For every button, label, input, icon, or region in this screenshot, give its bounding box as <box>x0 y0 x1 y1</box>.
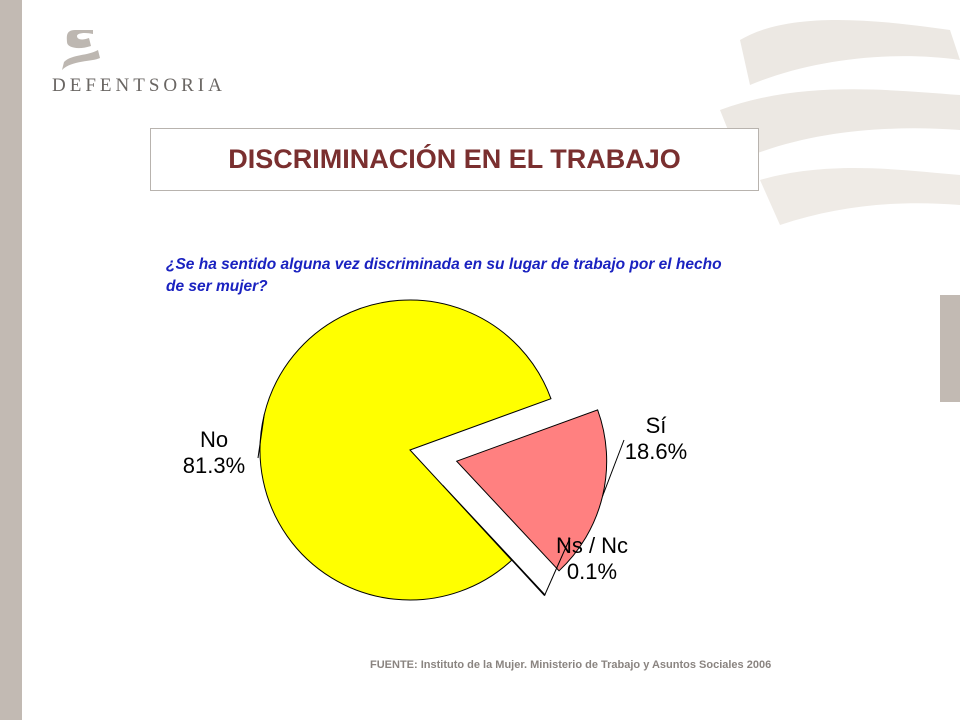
slice-value-no: 81.3% <box>183 453 245 478</box>
slice-label-no: No <box>200 427 228 452</box>
slice-label-ns-nc: Ns / Nc <box>556 533 628 558</box>
leader-line-si <box>602 439 625 497</box>
leader-line-ns-nc <box>544 537 571 596</box>
pie-slice-si <box>455 409 608 572</box>
slice-label-si: Sí <box>646 413 667 438</box>
logo-text: DEFENTSORIA <box>52 75 226 96</box>
brush-texture-decor <box>720 20 960 225</box>
defentsoria-logo-mark <box>62 30 100 70</box>
slice-value-ns-nc: 0.1% <box>567 559 617 584</box>
pie-slice-no <box>259 299 552 601</box>
right-decor-tab <box>940 295 960 402</box>
chart-question: ¿Se ha sentido alguna vez discriminada e… <box>166 256 722 295</box>
slice-value-si: 18.6% <box>625 439 687 464</box>
title-box: DISCRIMINACIÓN EN EL TRABAJO <box>150 128 759 191</box>
source-note: FUENTE: Instituto de la Mujer. Ministeri… <box>370 659 772 671</box>
left-decor-bar <box>0 0 22 720</box>
leader-line-no <box>257 414 265 459</box>
slide-title: DISCRIMINACIÓN EN EL TRABAJO <box>228 144 681 174</box>
